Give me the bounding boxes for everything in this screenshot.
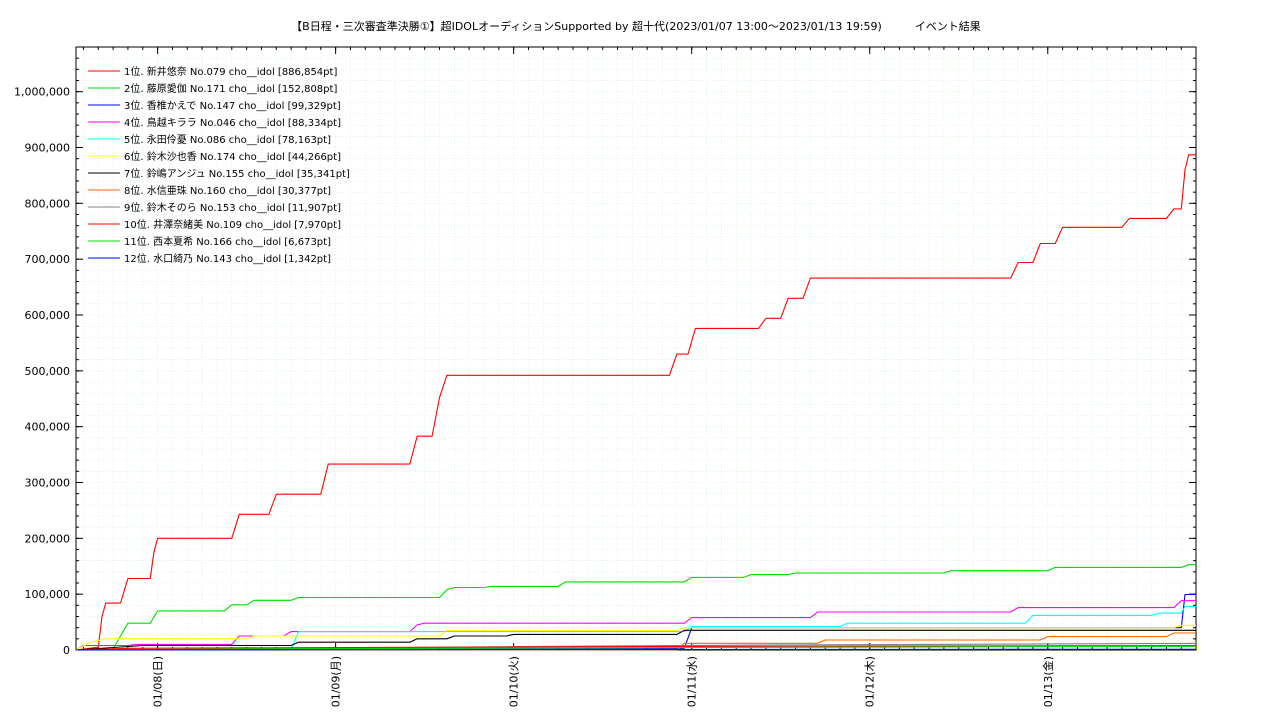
legend-label-8: 8位. 水信亜珠 No.160 cho__idol [30,377pt] — [124, 184, 331, 197]
series-line-3 — [76, 593, 1196, 651]
legend: 1位. 新井悠奈 No.079 cho__idol [886,854pt] 2位.… — [88, 65, 350, 265]
y-tick-label: 0 — [63, 644, 70, 657]
y-tick-label: 900,000 — [25, 142, 71, 155]
y-tick-label: 100,000 — [25, 588, 71, 601]
legend-label-3: 3位. 香椎かえで No.147 cho__idol [99,329pt] — [124, 99, 341, 112]
chart-title: 【B日程・三次審査準決勝①】超IDOLオーディションSupported by 超… — [291, 19, 981, 33]
series-line-10 — [75, 645, 1197, 651]
y-tick-label: 800,000 — [25, 197, 71, 210]
series-line-2 — [75, 564, 1196, 651]
x-tick-label: 01/12(木) — [864, 656, 877, 707]
y-tick-label: 500,000 — [25, 365, 71, 378]
y-tick-label: 700,000 — [25, 253, 71, 266]
series-line-4 — [75, 600, 1196, 651]
x-tick-label: 01/08(日) — [152, 656, 165, 707]
y-tick-label: 400,000 — [25, 421, 71, 434]
series-group — [75, 154, 1197, 651]
legend-label-5: 5位. 永田伶憂 No.086 cho__idol [78,163pt] — [124, 133, 331, 146]
y-tick-label: 200,000 — [25, 532, 71, 545]
axes: 0 100,000 200,000 300,000 400,000 500,000 600,… — [14, 46, 1197, 707]
legend-label-7: 7位. 鈴嶋アンジュ No.155 cho__idol [35,341pt] — [124, 167, 350, 180]
legend-label-6: 6位. 鈴木沙也香 No.174 cho__idol [44,266pt] — [124, 150, 341, 163]
x-tick-label: 01/11(水) — [686, 656, 699, 707]
series-line-7 — [75, 629, 1196, 651]
x-tick-label: 01/10(火) — [508, 656, 521, 707]
legend-label-1: 1位. 新井悠奈 No.079 cho__idol [886,854pt] — [124, 65, 337, 78]
series-line-12 — [75, 648, 1197, 651]
y-tick-label: 1,000,000 — [14, 86, 70, 99]
y-tick-label: 600,000 — [25, 309, 71, 322]
legend-label-11: 11位. 西本夏希 No.166 cho__idol [6,673pt] — [124, 235, 331, 248]
y-tick-label: 300,000 — [25, 477, 71, 490]
legend-label-12: 12位. 水口綺乃 No.143 cho__idol [1,342pt] — [124, 252, 331, 265]
x-tick-label: 01/09(月) — [330, 656, 343, 707]
series-line-1 — [75, 154, 1196, 651]
grid — [76, 46, 1196, 651]
legend-label-4: 4位. 鳥越キララ No.046 cho__idol [88,334pt] — [124, 116, 341, 129]
series-line-11 — [75, 645, 1197, 651]
legend-label-9: 9位. 鈴木そのら No.153 cho__idol [11,907pt] — [124, 201, 341, 214]
legend-label-2: 2位. 藤原愛伽 No.171 cho__idol [152,808pt] — [124, 82, 337, 95]
x-tick-label: 01/13(金) — [1041, 656, 1055, 707]
series-line-5 — [76, 605, 1196, 651]
legend-label-10: 10位. 井澤奈緒美 No.109 cho__idol [7,970pt] — [124, 218, 341, 231]
series-line-6 — [75, 624, 1196, 651]
